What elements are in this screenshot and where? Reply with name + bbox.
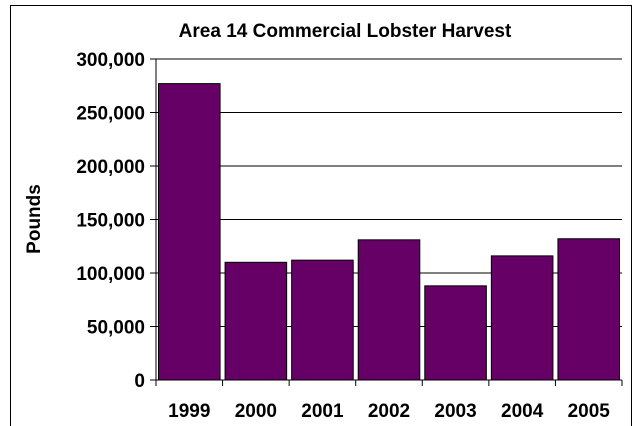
x-tick-label: 2003 (434, 401, 476, 422)
axes (150, 58, 623, 386)
y-tick-label: 300,000 (76, 50, 145, 71)
y-tick-label: 150,000 (76, 211, 145, 232)
bar-2002 (357, 239, 421, 381)
x-tick-label: 2005 (568, 401, 611, 422)
y-tick-label: 0 (134, 371, 145, 392)
bars (158, 83, 621, 381)
bar-2005 (557, 238, 621, 381)
y-axis-label: Pounds (24, 184, 45, 254)
bar-2004 (490, 255, 554, 381)
bar-2003 (424, 285, 487, 381)
y-tick-label: 200,000 (76, 157, 145, 178)
y-tick-labels: 0 50,000 100,000 150,000 200,000 250,000 300,0… (76, 50, 145, 392)
x-tick-label: 2002 (368, 401, 410, 422)
chart-title: Area 14 Commercial Lobster Harvest (179, 21, 512, 42)
x-tick-label: 1999 (168, 401, 210, 422)
y-tick-label: 100,000 (76, 264, 145, 285)
y-tick-label: 50,000 (87, 318, 145, 339)
x-tick-labels: 1999 2000 2001 2002 2003 2004 2005 (168, 401, 610, 422)
bar-1999 (158, 83, 221, 381)
chart-frame (10, 5, 632, 426)
bar-2000 (224, 261, 288, 381)
x-tick-label: 2001 (301, 401, 344, 422)
x-tick-label: 2004 (501, 401, 544, 422)
y-tick-label: 250,000 (76, 104, 145, 125)
bar-2001 (291, 259, 354, 381)
x-tick-label: 2000 (235, 401, 277, 422)
